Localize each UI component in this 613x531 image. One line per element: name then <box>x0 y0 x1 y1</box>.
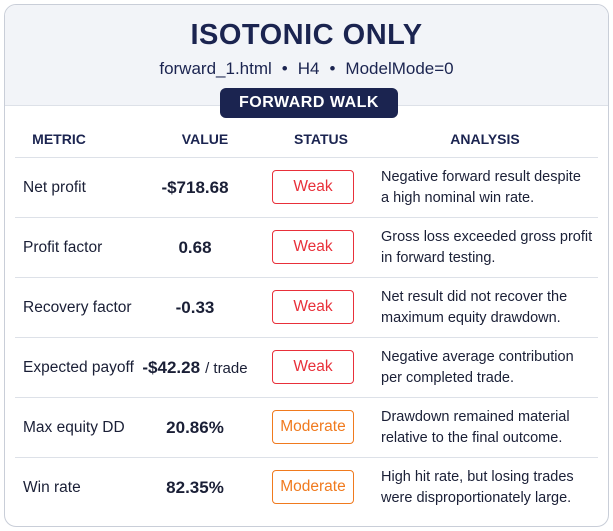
value-unit: / trade <box>205 359 248 377</box>
value-text: 82.35% <box>166 478 224 497</box>
value: -0.33 <box>125 278 265 338</box>
analysis-line: High hit rate, but losing trades <box>381 469 574 485</box>
metric: Recovery factor <box>23 299 132 316</box>
column-header: STATUS <box>294 131 348 147</box>
status-badge: Weak <box>272 290 354 324</box>
analysis: High hit rate, but losing trades were dis… <box>381 458 596 518</box>
table-row: Net profit -$718.68 Weak Negative forward r… <box>15 157 598 218</box>
analysis: Net result did not recover the maximum eq… <box>381 278 596 338</box>
value-text: -$42.28 <box>142 358 201 377</box>
value-text: -0.33 <box>175 298 215 317</box>
subtitle-part: ModelMode=0 <box>345 59 454 78</box>
analysis: Gross loss exceeded gross profit in forwa… <box>381 218 596 278</box>
value: -$42.28/ trade <box>125 338 265 398</box>
value-text: 20.86% <box>166 418 224 437</box>
analysis-line: maximum equity drawdown. <box>381 310 561 326</box>
status-badge: Weak <box>272 350 354 384</box>
table-row: Max equity DD 20.86% Moderate Drawdown rema… <box>15 397 598 458</box>
analysis-line: Negative forward result despite <box>381 169 581 185</box>
column-header: METRIC <box>32 131 86 147</box>
status-badge: Moderate <box>272 470 354 504</box>
status-badge: Weak <box>272 170 354 204</box>
metric: Max equity DD <box>23 419 125 436</box>
analysis-line: Negative average contribution <box>381 349 574 365</box>
value: 20.86% <box>125 398 265 458</box>
analysis-line: Net result did not recover the <box>381 289 568 305</box>
value-text: -$718.68 <box>161 178 229 197</box>
status-badge: Weak <box>272 230 354 264</box>
subtitle: forward_1.html • H4 • ModelMode=0 <box>5 59 608 79</box>
subtitle-part: forward_1.html <box>159 59 272 78</box>
badge: FORWARD WALK <box>220 88 398 118</box>
metric: Win rate <box>23 479 81 496</box>
analysis: Negative forward result despite a high no… <box>381 158 596 218</box>
metric: Profit factor <box>23 239 103 256</box>
analysis-line: Drawdown remained material <box>381 409 570 425</box>
title: ISOTONIC ONLY <box>190 19 423 51</box>
analysis-line: relative to the final outcome. <box>381 430 563 446</box>
analysis-line: were disproportionately large. <box>381 490 572 506</box>
column-header: VALUE <box>181 131 229 147</box>
table-row: Win rate 82.35% Moderate High hit rate, but… <box>15 457 598 518</box>
table-row: Recovery factor -0.33 Weak Net result did n… <box>15 277 598 338</box>
table-row: Expected payoff -$42.28/ trade Weak Negativ… <box>15 337 598 398</box>
status-badge: Moderate <box>272 410 354 444</box>
metric: Net profit <box>23 179 86 196</box>
value: 0.68 <box>125 218 265 278</box>
analysis-line: in forward testing. <box>381 250 496 266</box>
value-text: 0.68 <box>178 238 212 257</box>
analysis-line: per completed trade. <box>381 370 514 386</box>
table-row: Profit factor 0.68 Weak Gross loss exceeded… <box>15 217 598 278</box>
analysis: Negative average contribution per complet… <box>381 338 596 398</box>
separator: • <box>281 59 288 78</box>
metric: Expected payoff <box>23 359 134 376</box>
analysis-line: Gross loss exceeded gross profit <box>381 229 593 245</box>
subtitle-part: H4 <box>297 59 320 78</box>
column-header: ANALYSIS <box>450 131 520 147</box>
analysis: Drawdown remained material relative to th… <box>381 398 596 458</box>
card: ISOTONIC ONLY forward_1.html • H4 • ModelMod… <box>4 4 609 527</box>
value: -$718.68 <box>125 158 265 218</box>
analysis-line: a high nominal win rate. <box>381 190 535 206</box>
value: 82.35% <box>125 458 265 518</box>
separator: • <box>329 59 336 78</box>
